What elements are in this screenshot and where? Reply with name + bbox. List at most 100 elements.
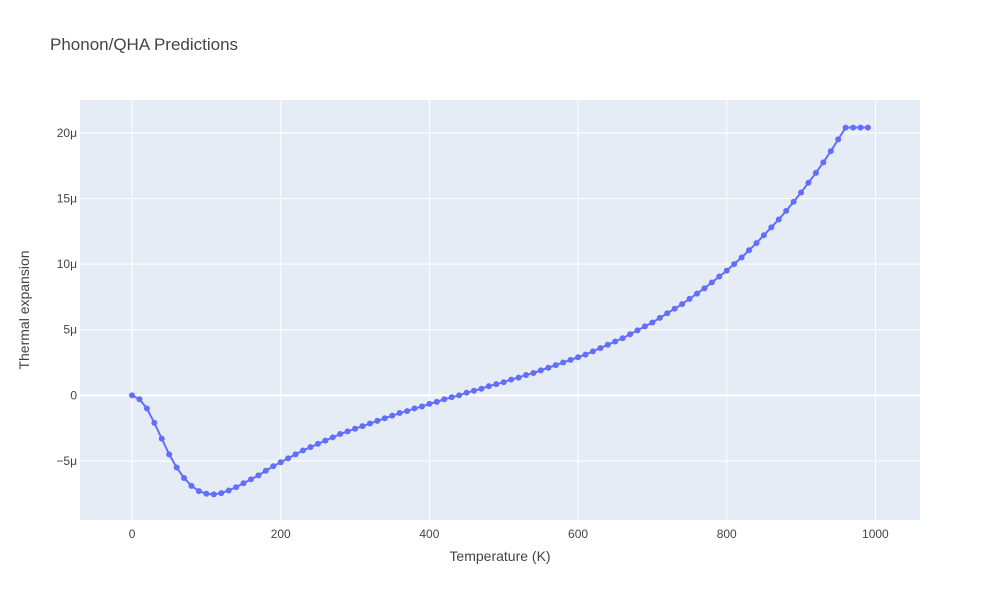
data-point[interactable] (255, 472, 262, 479)
data-point[interactable] (292, 451, 299, 458)
data-point[interactable] (129, 392, 136, 399)
data-point[interactable] (746, 247, 753, 254)
data-point[interactable] (359, 423, 366, 430)
data-point[interactable] (151, 419, 158, 426)
data-point[interactable] (404, 408, 411, 415)
data-point[interactable] (820, 159, 827, 166)
data-point[interactable] (136, 396, 143, 403)
data-point[interactable] (485, 383, 492, 390)
data-point[interactable] (753, 240, 760, 247)
data-point[interactable] (381, 415, 388, 422)
data-point[interactable] (322, 437, 329, 444)
data-point[interactable] (537, 367, 544, 374)
data-point[interactable] (329, 434, 336, 441)
data-point[interactable] (337, 431, 344, 438)
data-point[interactable] (411, 405, 418, 412)
data-point[interactable] (582, 351, 589, 358)
data-point[interactable] (233, 484, 240, 491)
data-point[interactable] (158, 435, 165, 442)
data-point[interactable] (426, 400, 433, 407)
data-point[interactable] (523, 371, 530, 378)
data-point[interactable] (768, 224, 775, 231)
data-point[interactable] (552, 362, 559, 369)
data-point[interactable] (649, 319, 656, 326)
data-point[interactable] (508, 376, 515, 383)
data-point[interactable] (731, 261, 738, 268)
data-point[interactable] (225, 487, 232, 494)
data-point[interactable] (679, 301, 686, 308)
data-point[interactable] (671, 305, 678, 312)
data-point[interactable] (463, 389, 470, 396)
data-point[interactable] (850, 124, 857, 131)
data-point[interactable] (300, 447, 307, 454)
data-point[interactable] (418, 403, 425, 410)
data-point[interactable] (567, 356, 574, 363)
data-point[interactable] (686, 295, 693, 302)
data-point[interactable] (619, 335, 626, 342)
data-point[interactable] (604, 341, 611, 348)
data-point[interactable] (701, 285, 708, 292)
data-point[interactable] (775, 216, 782, 223)
data-point[interactable] (470, 387, 477, 394)
data-point[interactable] (716, 273, 723, 280)
data-point[interactable] (143, 405, 150, 412)
data-point[interactable] (641, 323, 648, 330)
data-point[interactable] (203, 490, 210, 497)
data-point[interactable] (448, 394, 455, 401)
data-point[interactable] (738, 254, 745, 261)
data-point[interactable] (173, 464, 180, 471)
data-point[interactable] (627, 331, 634, 338)
data-point[interactable] (693, 290, 700, 297)
data-point[interactable] (835, 136, 842, 143)
data-point[interactable] (708, 279, 715, 286)
data-point[interactable] (210, 491, 217, 498)
data-point[interactable] (352, 425, 359, 432)
data-point[interactable] (493, 381, 500, 388)
data-point[interactable] (560, 359, 567, 366)
data-point[interactable] (314, 440, 321, 447)
data-point[interactable] (634, 327, 641, 334)
data-point[interactable] (247, 476, 254, 483)
data-point[interactable] (864, 124, 871, 131)
data-point[interactable] (389, 412, 396, 419)
data-point[interactable] (664, 310, 671, 317)
data-point[interactable] (456, 392, 463, 399)
data-point[interactable] (827, 148, 834, 155)
data-point[interactable] (798, 189, 805, 196)
data-point[interactable] (783, 207, 790, 214)
data-point[interactable] (515, 374, 522, 381)
data-point[interactable] (396, 410, 403, 417)
data-point[interactable] (589, 348, 596, 355)
data-point[interactable] (857, 124, 864, 131)
data-point[interactable] (262, 467, 269, 474)
data-point[interactable] (441, 396, 448, 403)
data-point[interactable] (240, 480, 247, 487)
data-point[interactable] (790, 198, 797, 205)
data-point[interactable] (218, 490, 225, 497)
data-point[interactable] (195, 488, 202, 495)
data-point[interactable] (545, 364, 552, 371)
data-point[interactable] (181, 475, 188, 481)
data-point[interactable] (166, 451, 173, 458)
data-point[interactable] (285, 455, 292, 462)
data-point[interactable] (433, 398, 440, 405)
data-point[interactable] (656, 314, 663, 321)
data-point[interactable] (612, 338, 619, 345)
data-point[interactable] (597, 345, 604, 352)
data-point[interactable] (812, 169, 819, 176)
data-point[interactable] (760, 232, 767, 239)
data-point[interactable] (500, 379, 507, 386)
data-point[interactable] (366, 420, 373, 427)
data-point[interactable] (307, 444, 314, 451)
data-point[interactable] (842, 124, 849, 131)
data-point[interactable] (530, 370, 537, 376)
data-point[interactable] (277, 459, 284, 466)
data-point[interactable] (270, 463, 277, 470)
data-point[interactable] (188, 482, 195, 489)
data-point[interactable] (344, 428, 351, 435)
data-point[interactable] (723, 267, 730, 274)
data-point[interactable] (575, 354, 582, 361)
data-point[interactable] (478, 385, 485, 392)
data-point[interactable] (374, 417, 381, 424)
data-point[interactable] (805, 179, 812, 186)
